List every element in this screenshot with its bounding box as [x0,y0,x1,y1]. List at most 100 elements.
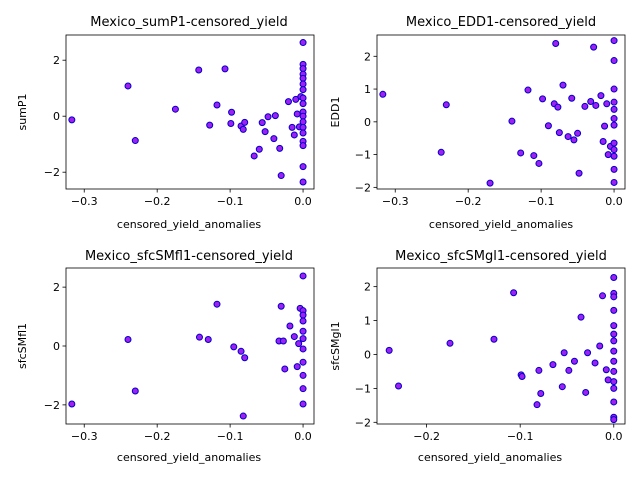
data-point [299,178,307,186]
data-point [599,292,607,300]
data-point [237,347,245,355]
data-point [581,102,589,110]
data-point [603,100,611,108]
data-point [604,151,612,159]
x-tick-label: 0.0 [605,430,623,443]
data-point [610,293,618,301]
data-point [574,129,582,137]
data-point [610,115,618,123]
data-point [610,357,618,365]
data-point [590,43,598,51]
data-point [565,366,573,374]
data-point [131,137,139,145]
data-point [292,95,300,103]
data-point [610,152,618,160]
data-point [299,86,307,94]
y-tick-label: −2 [355,181,371,194]
data-point [510,289,518,297]
data-point [299,371,307,379]
subplot-title: Mexico_sfcSMgl1-censored_yield [395,249,607,264]
data-point [299,327,307,335]
y-tick-label: 1 [364,83,371,96]
data-point [295,340,303,348]
data-point [206,121,214,129]
data-point [213,101,221,109]
data-point [299,163,307,171]
data-point [610,57,618,65]
data-point [570,357,578,365]
subplot-title: Mexico_sfcSMfl1-censored_yield [85,249,293,264]
data-point [299,272,307,280]
data-point [555,129,563,137]
y-axis-label: sfcSMfl1 [16,323,29,369]
data-point [610,367,618,375]
subplot-sfcsmfl1: Mexico_sfcSMfl1-censored_yield censored_… [16,249,293,464]
data-point [549,361,557,369]
data-point [570,136,578,144]
data-point [610,105,618,113]
data-point [508,117,516,125]
plot-area: −0.2 −0.1 0.0 −2 −1 0 1 2 [355,267,626,443]
data-point [564,133,572,141]
axes-frame [65,34,315,190]
x-tick-label: −0.1 [217,430,244,443]
data-point [610,121,618,129]
x-axis-label: censored_yield_anomalies [117,451,261,464]
data-point [544,122,552,130]
data-point [293,110,301,118]
y-tick-label: 0 [53,110,60,123]
y-tick-label: 0 [364,116,371,129]
y-tick-label: −2 [44,399,60,412]
x-tick-label: 0.0 [294,195,312,208]
data-point [299,335,307,343]
data-point [250,152,258,160]
data-point [518,373,526,381]
y-tick-label: −2 [44,166,60,179]
data-point [537,389,545,397]
data-point [568,94,576,102]
subplot-sump1: Mexico_sumP1-censored_yield censored_yie… [16,15,288,231]
data-point [610,384,618,392]
data-point [213,300,221,308]
data-point [277,172,285,180]
x-tick-label: −0.3 [382,195,409,208]
data-point [228,108,236,116]
y-tick-label: 2 [53,54,60,67]
data-point [610,146,618,154]
plot-area: −0.3 −0.2 −0.1 0.0 −2 0 2 [44,267,315,443]
x-tick-label: −0.2 [144,195,171,208]
data-point [221,65,229,73]
data-point [560,349,568,357]
data-point [524,86,532,94]
data-point [610,322,618,330]
data-point [587,98,595,106]
data-point [596,342,604,350]
data-point [592,101,600,109]
data-point [610,347,618,355]
subplot-title: Mexico_sumP1-censored_yield [90,15,287,30]
x-axis-label: censored_yield_anomalies [418,451,562,464]
data-point [68,400,76,408]
data-point [558,383,566,391]
x-tick-label: −0.1 [528,195,555,208]
data-point [131,387,139,395]
data-point [299,100,307,108]
x-tick-label: −0.2 [455,195,482,208]
data-point [577,313,585,321]
data-point [610,178,618,186]
y-axis-label: sfcSMgl1 [329,321,342,370]
x-tick-label: −0.3 [71,430,98,443]
data-point [261,128,269,136]
data-point [284,98,292,106]
y-tick-label: 0 [364,348,371,361]
data-point [124,82,132,90]
x-axis-label: censored_yield_anomalies [117,218,261,231]
data-point [255,145,263,153]
data-point [230,343,238,351]
data-point [68,116,76,124]
data-point [299,385,307,393]
data-point [584,349,592,357]
data-point [290,131,298,139]
